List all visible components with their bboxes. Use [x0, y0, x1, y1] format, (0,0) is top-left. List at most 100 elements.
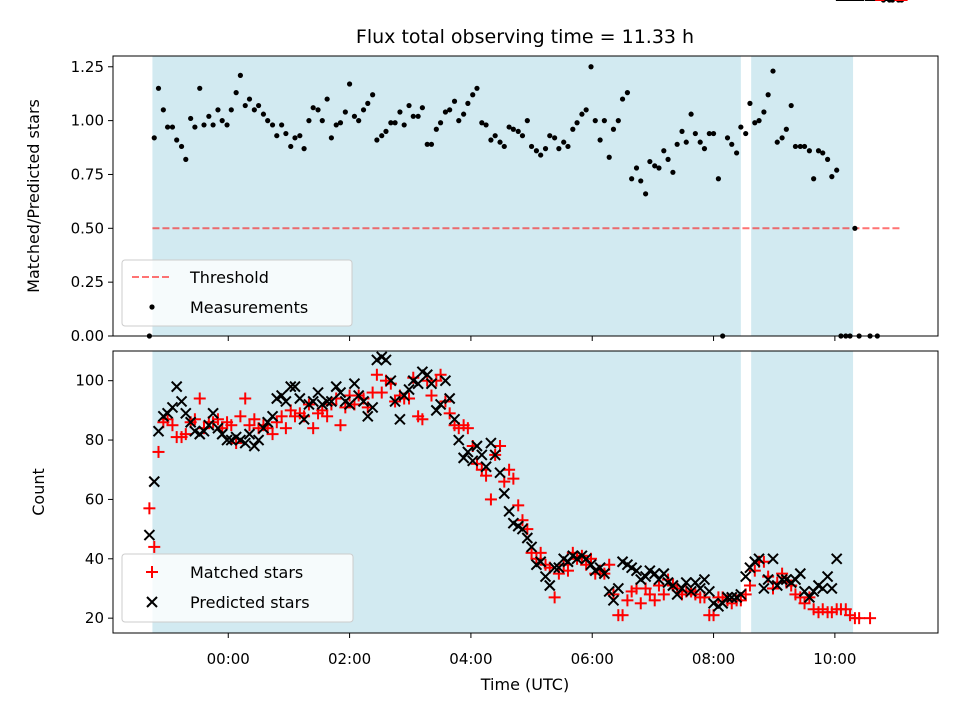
- matched-star-marker: [425, 389, 438, 402]
- marker-stroke: [425, 377, 438, 390]
- measurement-point: [237, 72, 243, 78]
- marker-stroke: [343, 398, 356, 411]
- measurement-point: [661, 148, 667, 154]
- measurement-point: [201, 122, 207, 128]
- measurement-point: [474, 85, 480, 91]
- marker-stroke: [430, 404, 443, 417]
- marker-stroke: [485, 437, 497, 449]
- measurement-point: [397, 109, 403, 115]
- predicted-star-marker: [285, 380, 297, 393]
- measurement-point: [701, 146, 708, 152]
- marker-stroke: [553, 561, 565, 574]
- measurement-point: [779, 135, 785, 141]
- marker-stroke: [721, 591, 734, 604]
- predicted-star-marker: [357, 395, 370, 408]
- predicted-star-marker: [180, 407, 192, 420]
- predicted-star-marker: [585, 559, 597, 571]
- predicted-star-marker: [534, 556, 547, 568]
- marker-stroke: [539, 570, 552, 583]
- marker-stroke: [307, 395, 319, 408]
- marker-stroke: [676, 582, 688, 595]
- matched-star-marker: [375, 386, 388, 399]
- marker-stroke: [830, 553, 843, 565]
- predicted-star-marker: [776, 573, 788, 586]
- measurement-point: [615, 118, 621, 124]
- measurement-point: [306, 118, 312, 124]
- predicted-star-marker: [703, 585, 716, 598]
- predicted-star-marker: [539, 570, 552, 583]
- measurement-point: [715, 176, 722, 182]
- measurement-point: [601, 118, 607, 124]
- marker-stroke: [534, 556, 547, 568]
- marker-stroke: [180, 407, 192, 420]
- measurement-point: [192, 124, 198, 130]
- measurement-point: [319, 118, 325, 124]
- predicted-star-marker: [612, 582, 625, 595]
- marker-stroke: [421, 369, 433, 381]
- predicted-star-marker: [266, 410, 279, 423]
- measurement-point: [752, 120, 758, 126]
- predicted-star-marker: [607, 594, 620, 607]
- predicted-star-marker: [243, 428, 256, 440]
- measurement-point: [497, 139, 503, 145]
- marker-stroke: [366, 401, 379, 414]
- matched-star-marker: [503, 463, 516, 476]
- marker-stroke: [166, 401, 179, 414]
- matched-star-marker: [757, 555, 770, 568]
- marker-stroke: [462, 446, 474, 458]
- measurement-point: [561, 139, 567, 145]
- predicted-star-marker: [280, 395, 292, 408]
- measurement-point: [824, 156, 831, 162]
- marker-stroke: [794, 567, 807, 580]
- measurement-point: [483, 122, 489, 128]
- marker-stroke: [826, 582, 838, 595]
- measurement-point: [506, 124, 512, 130]
- measurement-point: [178, 143, 185, 150]
- marker-stroke: [170, 380, 183, 393]
- measurement-point: [665, 156, 671, 162]
- predicted-star-marker: [525, 541, 538, 553]
- predicted-star-marker: [803, 591, 816, 604]
- predicted-star-marker: [212, 422, 224, 434]
- marker-stroke: [403, 383, 415, 396]
- measurement-point: [164, 124, 171, 130]
- bottom-y-axis-label: Count: [29, 468, 48, 516]
- predicted-star-marker: [394, 413, 406, 425]
- predicted-star-marker: [598, 567, 611, 580]
- marker-stroke: [184, 416, 197, 428]
- measurement-point: [597, 137, 603, 143]
- predicted-star-marker: [762, 573, 774, 586]
- marker-stroke: [516, 523, 529, 535]
- measurement-point: [710, 130, 717, 137]
- matched-star-marker: [370, 368, 383, 381]
- measurement-point: [679, 128, 685, 134]
- measurement-point: [292, 135, 298, 141]
- measurement-point: [624, 90, 631, 96]
- measurement-point: [301, 146, 307, 152]
- predicted-star-marker: [184, 416, 197, 428]
- measurement-point: [251, 107, 257, 113]
- measurement-point: [829, 174, 835, 180]
- measurement-point: [370, 92, 376, 98]
- measurement-point: [246, 96, 253, 102]
- predicted-star-marker: [148, 475, 160, 488]
- predicted-star-marker: [221, 434, 233, 446]
- measurement-point: [151, 135, 157, 141]
- marker-stroke: [152, 425, 165, 437]
- marker-stroke: [630, 564, 643, 577]
- measurement-point: [606, 154, 612, 160]
- marker-stroke: [257, 422, 270, 434]
- marker-stroke: [667, 579, 679, 592]
- measurement-point: [297, 133, 303, 139]
- marker-stroke: [598, 567, 611, 580]
- top-plot-frame: [112, 55, 939, 337]
- measurement-point: [734, 150, 740, 156]
- marker-stroke: [594, 561, 606, 574]
- predicted-star-marker: [553, 561, 565, 574]
- matched-star-marker: [853, 612, 866, 625]
- predicted-star-marker: [462, 446, 474, 458]
- predicted-star-marker: [639, 570, 652, 583]
- x-tick-label: 06:00: [571, 650, 614, 668]
- predicted-star-marker: [152, 425, 165, 437]
- measurement-point: [579, 111, 585, 117]
